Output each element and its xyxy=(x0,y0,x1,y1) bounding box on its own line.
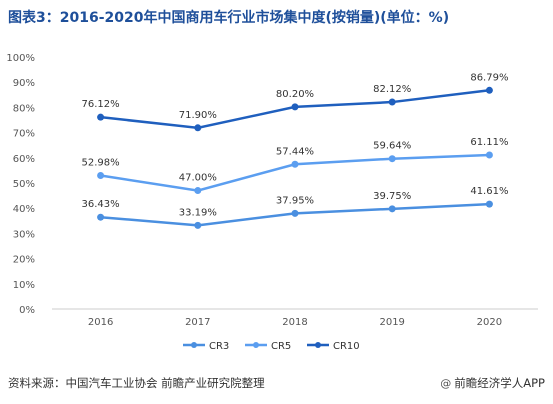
data-labels: 36.43% 33.19% 37.95% 39.75% 41.61% 52.98% 47.0… xyxy=(82,72,509,218)
data-point xyxy=(291,160,299,168)
data-point xyxy=(291,209,299,217)
data-label: 37.95% xyxy=(276,195,314,206)
legend-marker xyxy=(315,342,321,348)
data-point xyxy=(388,205,396,213)
y-tick-label: 100% xyxy=(6,53,35,64)
x-tick-label: 2019 xyxy=(379,317,404,328)
data-label: 47.00% xyxy=(179,173,217,184)
data-label: 41.61% xyxy=(470,186,508,197)
data-label: 86.79% xyxy=(470,72,508,83)
data-label: 80.20% xyxy=(276,89,314,100)
x-axis-labels: 2016 2017 2018 2019 2020 xyxy=(88,317,502,328)
y-tick-label: 60% xyxy=(13,154,35,165)
y-tick-label: 10% xyxy=(13,280,35,291)
data-point xyxy=(485,200,493,208)
data-point xyxy=(194,187,202,195)
data-label: 52.98% xyxy=(82,157,120,168)
data-point xyxy=(388,155,396,163)
data-point xyxy=(97,213,105,221)
y-tick-label: 50% xyxy=(13,179,35,190)
x-tick-label: 2018 xyxy=(282,317,307,328)
data-point xyxy=(291,103,299,111)
data-label: 71.90% xyxy=(179,110,217,121)
x-tick-label: 2017 xyxy=(185,317,210,328)
data-label: 61.11% xyxy=(470,137,508,148)
brand-text: 前瞻经济学人APP xyxy=(454,376,545,390)
y-tick-label: 40% xyxy=(13,204,35,215)
data-point xyxy=(194,221,202,229)
at-icon: @ xyxy=(440,376,452,390)
footer: 资料来源：中国汽车工业协会 前瞻产业研究院整理 @ 前瞻经济学人APP xyxy=(8,375,545,393)
y-tick-label: 80% xyxy=(13,103,35,114)
data-point xyxy=(194,124,202,132)
x-tick-label: 2016 xyxy=(88,317,113,328)
series-line-cr5 xyxy=(100,153,490,192)
chart-title: 图表3：2016-2020年中国商用车行业市场集中度(按销量)(单位：%) xyxy=(8,10,450,26)
chart-legend: CR3 CR5 CR10 xyxy=(183,341,360,352)
legend-label: CR5 xyxy=(271,341,291,352)
data-label: 59.64% xyxy=(373,141,411,152)
data-point xyxy=(485,86,493,94)
y-tick-label: 0% xyxy=(19,305,35,316)
data-point xyxy=(97,171,105,179)
legend-marker xyxy=(191,342,197,348)
data-label: 39.75% xyxy=(373,191,411,202)
data-label: 33.19% xyxy=(179,207,217,218)
brand-label: @ 前瞻经济学人APP xyxy=(440,375,545,391)
y-axis-labels: 0% 10% 20% 30% 40% 50% 60% 70% 80% 90% 100% xyxy=(6,53,35,316)
data-label: 57.44% xyxy=(276,146,314,157)
source-text: 资料来源：中国汽车工业协会 前瞻产业研究院整理 xyxy=(8,376,265,390)
y-tick-label: 30% xyxy=(13,229,35,240)
data-point xyxy=(97,113,105,121)
data-label: 36.43% xyxy=(82,199,120,210)
y-tick-label: 20% xyxy=(13,255,35,266)
y-tick-label: 70% xyxy=(13,129,35,140)
data-point xyxy=(485,151,493,159)
series-points xyxy=(97,86,493,229)
data-point xyxy=(388,98,396,106)
y-tick-label: 90% xyxy=(13,78,35,89)
legend-marker xyxy=(253,342,259,348)
data-label: 82.12% xyxy=(373,84,411,95)
legend-label: CR10 xyxy=(333,341,360,352)
legend-label: CR3 xyxy=(209,341,229,352)
x-tick-label: 2020 xyxy=(477,317,502,328)
data-label: 76.12% xyxy=(82,99,120,110)
